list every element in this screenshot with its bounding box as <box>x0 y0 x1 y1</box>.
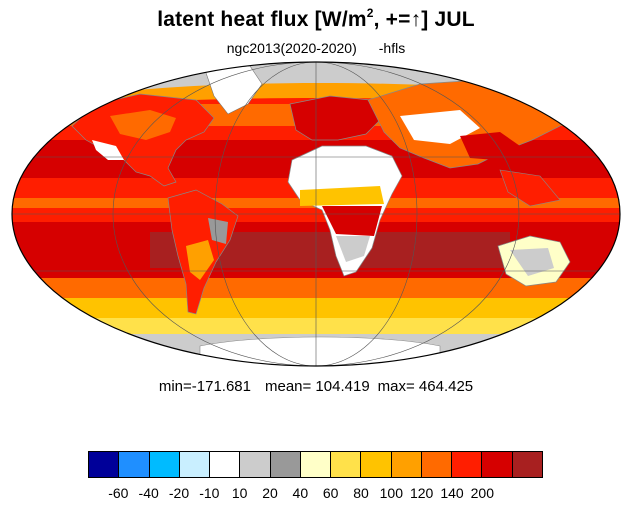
colorbar-swatch <box>270 452 301 477</box>
map-subtitle: ngc2013(2020-2020) -hfls <box>0 40 632 56</box>
title-text: latent heat flux [W/m <box>157 8 367 31</box>
south-america-interior <box>186 240 214 280</box>
colorbar <box>88 451 543 478</box>
colorbar-swatch <box>361 452 392 477</box>
colorbar-swatch <box>300 452 332 477</box>
colorbar-label: -20 <box>168 485 190 501</box>
graticule <box>12 62 620 366</box>
south-asia <box>460 132 520 160</box>
colorbar-swatch <box>89 452 120 477</box>
stat-mean: mean= 104.419 <box>264 378 370 395</box>
dataset-label: ngc2013(2020-2020) <box>226 40 357 56</box>
brazil-dry-region <box>208 218 228 244</box>
colorbar-swatch <box>421 452 453 477</box>
central-africa <box>322 206 382 236</box>
colorbar-swatch <box>512 452 542 477</box>
colorbar-swatch <box>210 452 241 477</box>
stat-max: max= 464.425 <box>377 378 474 395</box>
colorbar-label: 10 <box>231 485 248 501</box>
colorbar-label: 200 <box>470 485 495 501</box>
europe <box>289 95 381 141</box>
colorbar-label: 100 <box>379 485 404 501</box>
north-america-dry <box>92 140 124 160</box>
title-superscript: 2 <box>366 6 374 20</box>
colorbar-labels: -60 -40 -20 -10 10 20 40 60 80 100 120 140 200 <box>0 485 632 503</box>
title-tail: , +=↑] JUL <box>373 8 475 31</box>
colorbar-label: 120 <box>409 485 434 501</box>
southern-africa <box>336 236 370 262</box>
maritime-continent <box>499 169 561 207</box>
colorbar-label: -60 <box>108 485 129 501</box>
colorbar-label: 80 <box>353 485 369 501</box>
australia-interior <box>510 248 554 276</box>
colorbar-swatch <box>452 452 483 477</box>
globe-outline <box>11 61 621 367</box>
central-asia-dry <box>400 110 480 144</box>
stat-min: min=-171.681 <box>158 378 251 395</box>
colorbar-swatch <box>149 452 180 477</box>
colorbar-swatch <box>482 452 513 477</box>
colorbar-label: 140 <box>440 485 464 501</box>
variable-label: -hfls <box>378 40 406 56</box>
colorbar-label: 60 <box>322 485 339 501</box>
sahel-band <box>300 186 384 206</box>
colorbar-label: -10 <box>199 485 220 501</box>
colorbar-label: -40 <box>138 485 159 501</box>
colorbar-swatch <box>240 452 271 477</box>
antarctica <box>199 336 441 366</box>
colorbar-label: 20 <box>262 485 278 501</box>
colorbar-swatch <box>179 452 211 477</box>
map-title: latent heat flux [W/m2, +=↑] JUL <box>0 6 632 32</box>
colorbar-swatch <box>391 452 422 477</box>
colorbar-label: 40 <box>292 485 309 501</box>
colorbar-swatch <box>119 452 150 477</box>
summary-stats: min=-171.681 mean= 104.419 max= 464.425 <box>0 378 632 395</box>
colorbar-swatch <box>331 452 362 477</box>
